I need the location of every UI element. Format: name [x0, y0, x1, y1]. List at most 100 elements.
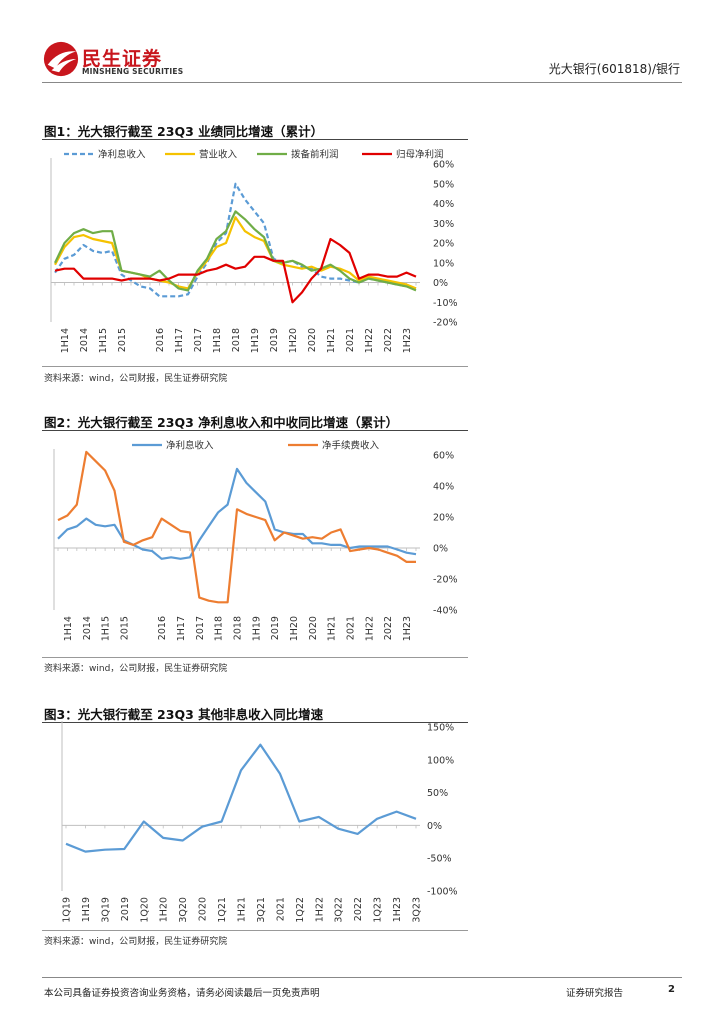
- x-tick-label: 1H17: [174, 328, 185, 353]
- y-tick-label: -100%: [427, 887, 458, 898]
- legend-label: 净利息收入: [98, 149, 146, 161]
- x-tick-label: 1H22: [364, 616, 375, 641]
- x-tick-label: 1H19: [81, 897, 92, 922]
- y-tick-label: 60%: [433, 160, 454, 171]
- y-tick-label: 20%: [433, 239, 454, 250]
- y-tick-label: -50%: [427, 854, 452, 865]
- y-tick-label: -40%: [433, 606, 458, 617]
- x-tick-label: 2016: [155, 328, 166, 352]
- x-tick-label: 2022: [353, 897, 364, 921]
- x-tick-label: 2019: [269, 328, 280, 352]
- report-tag: 光大银行(601818)/银行: [548, 62, 680, 76]
- x-tick-label: 2018: [231, 328, 242, 352]
- x-tick-label: 1H18: [214, 616, 225, 641]
- figure-3-rule: [42, 722, 468, 723]
- x-tick-label: 1H23: [402, 328, 413, 353]
- x-tick-label: 1H22: [314, 897, 325, 922]
- header-divider: [42, 82, 682, 83]
- y-tick-label: -20%: [433, 575, 458, 586]
- figure-2-rule: [42, 430, 468, 431]
- x-tick-label: 2020: [308, 616, 319, 640]
- y-tick-label: 50%: [433, 179, 454, 190]
- x-tick-label: 1H20: [289, 616, 300, 641]
- x-tick-label: 1H15: [101, 616, 112, 641]
- series-line-3: [54, 237, 417, 304]
- x-tick-label: 1H20: [159, 897, 170, 922]
- y-tick-label: 60%: [433, 451, 454, 462]
- x-tick-label: 2021: [345, 328, 356, 352]
- x-tick-label: 1H15: [98, 328, 109, 353]
- x-tick-label: 2016: [157, 616, 168, 640]
- x-tick-label: 1H21: [326, 328, 337, 353]
- y-tick-label: -20%: [433, 318, 458, 329]
- minsheng-logo-icon: [43, 41, 79, 77]
- figure-2-chart: -40% -20% 0% 20% 40% 60% 1H14 2014 1H15 2015 2016 1…: [53, 440, 458, 641]
- y-tick-label: 50%: [427, 788, 448, 799]
- x-tick-label: 1Q22: [295, 897, 306, 923]
- legend-label: 营业收入: [199, 149, 238, 161]
- figure-2-source: 资料来源：wind，公司财报，民生证券研究院: [44, 664, 228, 674]
- x-tick-label: 1Q23: [373, 897, 384, 923]
- x-tick-label: 2022: [383, 616, 394, 640]
- y-tick-label: 0%: [433, 278, 448, 289]
- series-line-2: [54, 210, 417, 292]
- x-tick-label: 1H18: [212, 328, 223, 353]
- series-line-0: [57, 467, 417, 560]
- x-tick-label: 1Q19: [62, 897, 73, 923]
- x-tick-label: 1H19: [251, 616, 262, 641]
- x-tick-label: 1H17: [176, 616, 187, 641]
- y-tick-label: 40%: [433, 199, 454, 210]
- y-tick-label: 30%: [433, 219, 454, 230]
- x-tick-label: 2014: [82, 616, 93, 640]
- figure-3-title: 图3：光大银行截至 23Q3 其他非息收入同比增速: [44, 707, 324, 722]
- x-tick-label: 2020: [198, 897, 209, 921]
- legend-label: 归母净利润: [396, 149, 444, 161]
- y-tick-label: 150%: [427, 723, 454, 734]
- x-tick-label: 3Q21: [256, 897, 267, 923]
- figure-3-chart: -100% -50% 0% 50% 100% 150% 1Q19 1H19 3Q19 2019 1Q…: [61, 721, 458, 923]
- x-tick-label: 1H14: [63, 616, 74, 641]
- figure-1-source: 资料来源：wind，公司财报，民生证券研究院: [44, 374, 228, 384]
- x-tick-label: 1Q21: [217, 897, 228, 923]
- x-tick-label: 3Q20: [178, 897, 189, 923]
- x-tick-label: 3Q19: [100, 897, 111, 923]
- x-tick-label: 1H21: [327, 616, 338, 641]
- x-tick-label: 2022: [383, 328, 394, 352]
- legend-label: 净手续费收入: [322, 440, 380, 452]
- figure-2-source-rule: [42, 657, 468, 658]
- figure-3-source-rule: [42, 930, 468, 931]
- figure-2-title: 图2：光大银行截至 23Q3 净利息收入和中收同比增速（累计）: [44, 415, 399, 430]
- x-tick-label: 2018: [233, 616, 244, 640]
- x-tick-label: 1H14: [60, 328, 71, 353]
- brand-name: 民生证券: [82, 48, 163, 70]
- y-tick-label: 40%: [433, 482, 454, 493]
- x-tick-label: 3Q23: [412, 897, 423, 923]
- x-tick-label: 1H21: [237, 897, 248, 922]
- x-tick-label: 2021: [346, 616, 357, 640]
- y-tick-label: 100%: [427, 755, 454, 766]
- x-tick-label: 3Q22: [334, 897, 345, 923]
- footer-divider: [42, 977, 682, 978]
- legend-label: 拨备前利润: [291, 149, 339, 161]
- x-tick-label: 1H23: [392, 897, 403, 922]
- x-tick-label: 2017: [193, 328, 204, 352]
- x-tick-label: 2015: [117, 328, 128, 352]
- series-line-1: [54, 216, 417, 290]
- x-tick-label: 2014: [79, 328, 90, 352]
- legend-label: 净利息收入: [166, 440, 214, 452]
- x-tick-label: 2021: [275, 897, 286, 921]
- x-tick-label: 2015: [119, 616, 130, 640]
- figure-1-chart: -20% -10% 0% 10% 20% 30% 40% 50% 60% 1H14 2014 1H15…: [50, 149, 458, 353]
- brand-name-en: MINSHENG SECURITIES: [82, 67, 184, 76]
- x-tick-label: 1H23: [402, 616, 413, 641]
- x-tick-label: 2020: [307, 328, 318, 352]
- figure-1-source-rule: [42, 366, 468, 367]
- x-tick-label: 2017: [195, 616, 206, 640]
- series-line-1: [57, 450, 416, 604]
- footer-disclaimer: 本公司具备证券投资咨询业务资格，请务必阅读最后一页免责声明: [44, 988, 320, 999]
- y-tick-label: 0%: [427, 821, 442, 832]
- y-tick-label: -10%: [433, 298, 458, 309]
- x-tick-label: 2019: [270, 616, 281, 640]
- x-tick-label: 1H20: [288, 328, 299, 353]
- y-tick-label: 20%: [433, 513, 454, 524]
